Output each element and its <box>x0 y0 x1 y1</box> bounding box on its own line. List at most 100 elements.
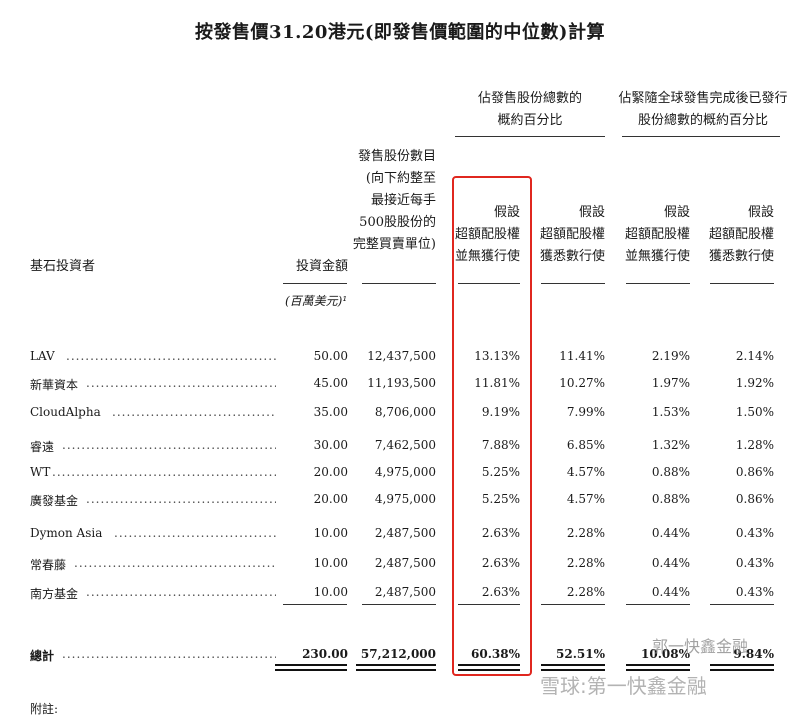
row-p2: 4.57% <box>566 492 605 506</box>
row-amount: 20.00 <box>313 465 348 479</box>
row-amount: 10.00 <box>313 585 348 599</box>
header-investor: 基石投資者 <box>30 259 96 274</box>
row-p2: 7.99% <box>566 405 605 419</box>
total-label: 總計 <box>30 649 55 663</box>
group-header-rule-2 <box>622 136 780 137</box>
row-shares: 8,706,000 <box>374 405 436 419</box>
leader-dots: ........................................… <box>66 349 276 363</box>
row-shares: 4,975,000 <box>374 492 436 506</box>
header-rule-col1 <box>458 283 520 284</box>
total-p3: 10.08% <box>641 647 690 661</box>
row-name: 廣發基金 <box>30 494 79 508</box>
leader-dots: ........................................… <box>74 556 276 570</box>
group-header-offer-pct: 佔發售股份總數的 概約百分比 <box>477 91 582 128</box>
leader-dots: ........................................… <box>112 405 276 419</box>
row-p1: 2.63% <box>481 526 520 540</box>
total-double-rule-col2 <box>541 664 605 671</box>
row-amount: 45.00 <box>313 376 348 390</box>
row-p3: 1.32% <box>651 438 690 452</box>
row-name: 南方基金 <box>30 587 79 601</box>
row-p4: 2.14% <box>735 349 774 363</box>
row-name: Dymon Asia <box>30 526 103 540</box>
leader-dots: ........................................… <box>52 465 276 479</box>
leader-dots: ........................................… <box>62 438 276 452</box>
row-amount: 10.00 <box>313 556 348 570</box>
footnote-label: 附註: <box>30 702 59 716</box>
leader-dots: ........................................… <box>86 492 276 506</box>
row-amount: 50.00 <box>313 349 348 363</box>
row-name: 新華資本 <box>30 378 79 392</box>
total-p1: 60.38% <box>471 647 520 661</box>
row-shares: 2,487,500 <box>374 556 436 570</box>
row-shares: 7,462,500 <box>374 438 436 452</box>
header-rule-col3 <box>626 283 690 284</box>
header-rule-col4 <box>710 283 774 284</box>
row-p3: 0.44% <box>651 585 690 599</box>
row-shares: 2,487,500 <box>374 526 436 540</box>
row-p2: 6.85% <box>566 438 605 452</box>
row-p1: 2.63% <box>481 585 520 599</box>
header-col-4: 假設 超額配股權 獲悉數行使 <box>708 205 774 264</box>
subtotal-rule-col2 <box>541 604 605 605</box>
row-shares: 11,193,500 <box>367 376 436 390</box>
highlight-box <box>452 176 532 676</box>
total-amount: 230.00 <box>302 647 348 661</box>
total-p2: 52.51% <box>556 647 605 661</box>
total-double-rule-col1 <box>458 664 520 671</box>
row-p2: 4.57% <box>566 465 605 479</box>
header-rule-shares <box>362 283 436 284</box>
total-shares: 57,212,000 <box>360 647 436 661</box>
row-shares: 4,975,000 <box>374 465 436 479</box>
row-p1: 5.25% <box>481 492 520 506</box>
row-p4: 0.86% <box>735 492 774 506</box>
total-double-rule-col3 <box>626 664 690 671</box>
row-p4: 0.43% <box>735 585 774 599</box>
row-p2: 2.28% <box>566 585 605 599</box>
row-p2: 2.28% <box>566 556 605 570</box>
header-rule-amount <box>283 283 347 284</box>
row-p4: 0.43% <box>735 556 774 570</box>
row-shares: 12,437,500 <box>367 349 436 363</box>
total-double-rule-shares <box>356 664 436 671</box>
watermark: 雪球:第一快鑫金融 <box>540 674 707 698</box>
row-p2: 10.27% <box>559 376 605 390</box>
row-p4: 1.50% <box>735 405 774 419</box>
leader-dots: ........................................… <box>86 585 276 599</box>
row-p2: 2.28% <box>566 526 605 540</box>
row-p1: 2.63% <box>481 556 520 570</box>
header-shares: 發售股份數目 (向下約整至 最接近每手 500股股份的 完整買賣單位) <box>352 149 436 252</box>
header-col-1: 假設 超額配股權 並無獲行使 <box>454 205 520 264</box>
row-amount: 20.00 <box>313 492 348 506</box>
row-amount: 35.00 <box>313 405 348 419</box>
total-p4: 9.84% <box>733 647 774 661</box>
row-p4: 1.92% <box>735 376 774 390</box>
total-double-rule-col4 <box>710 664 774 671</box>
group-header-total-pct: 佔緊隨全球發售完成後已發行 股份總數的概約百分比 <box>618 91 788 128</box>
group-header-rule-1 <box>455 136 605 137</box>
header-col-3: 假設 超額配股權 並無獲行使 <box>624 205 690 264</box>
row-name: LAV <box>30 349 55 363</box>
row-name: 睿遠 <box>30 440 55 454</box>
row-p1: 5.25% <box>481 465 520 479</box>
row-p1: 7.88% <box>481 438 520 452</box>
unit-label: (百萬美元)¹ <box>285 294 348 308</box>
row-p3: 0.44% <box>651 526 690 540</box>
row-p3: 1.53% <box>651 405 690 419</box>
subtotal-rule-shares <box>362 604 436 605</box>
row-p3: 0.88% <box>651 465 690 479</box>
row-name: 常春藤 <box>30 558 67 572</box>
row-p2: 11.41% <box>559 349 605 363</box>
row-p3: 0.44% <box>651 556 690 570</box>
row-p1: 9.19% <box>481 405 520 419</box>
leader-dots: ........................................… <box>86 376 276 390</box>
watermark-small: 郭一快鑫金融 <box>652 637 749 656</box>
subtotal-rule-col4 <box>710 604 774 605</box>
row-p4: 0.43% <box>735 526 774 540</box>
row-p4: 0.86% <box>735 465 774 479</box>
header-amount: 投資金額 <box>295 259 348 274</box>
row-amount: 10.00 <box>313 526 348 540</box>
header-col-2: 假設 超額配股權 獲悉數行使 <box>539 205 605 264</box>
row-amount: 30.00 <box>313 438 348 452</box>
row-p3: 2.19% <box>651 349 690 363</box>
total-double-rule-amount <box>275 664 347 671</box>
